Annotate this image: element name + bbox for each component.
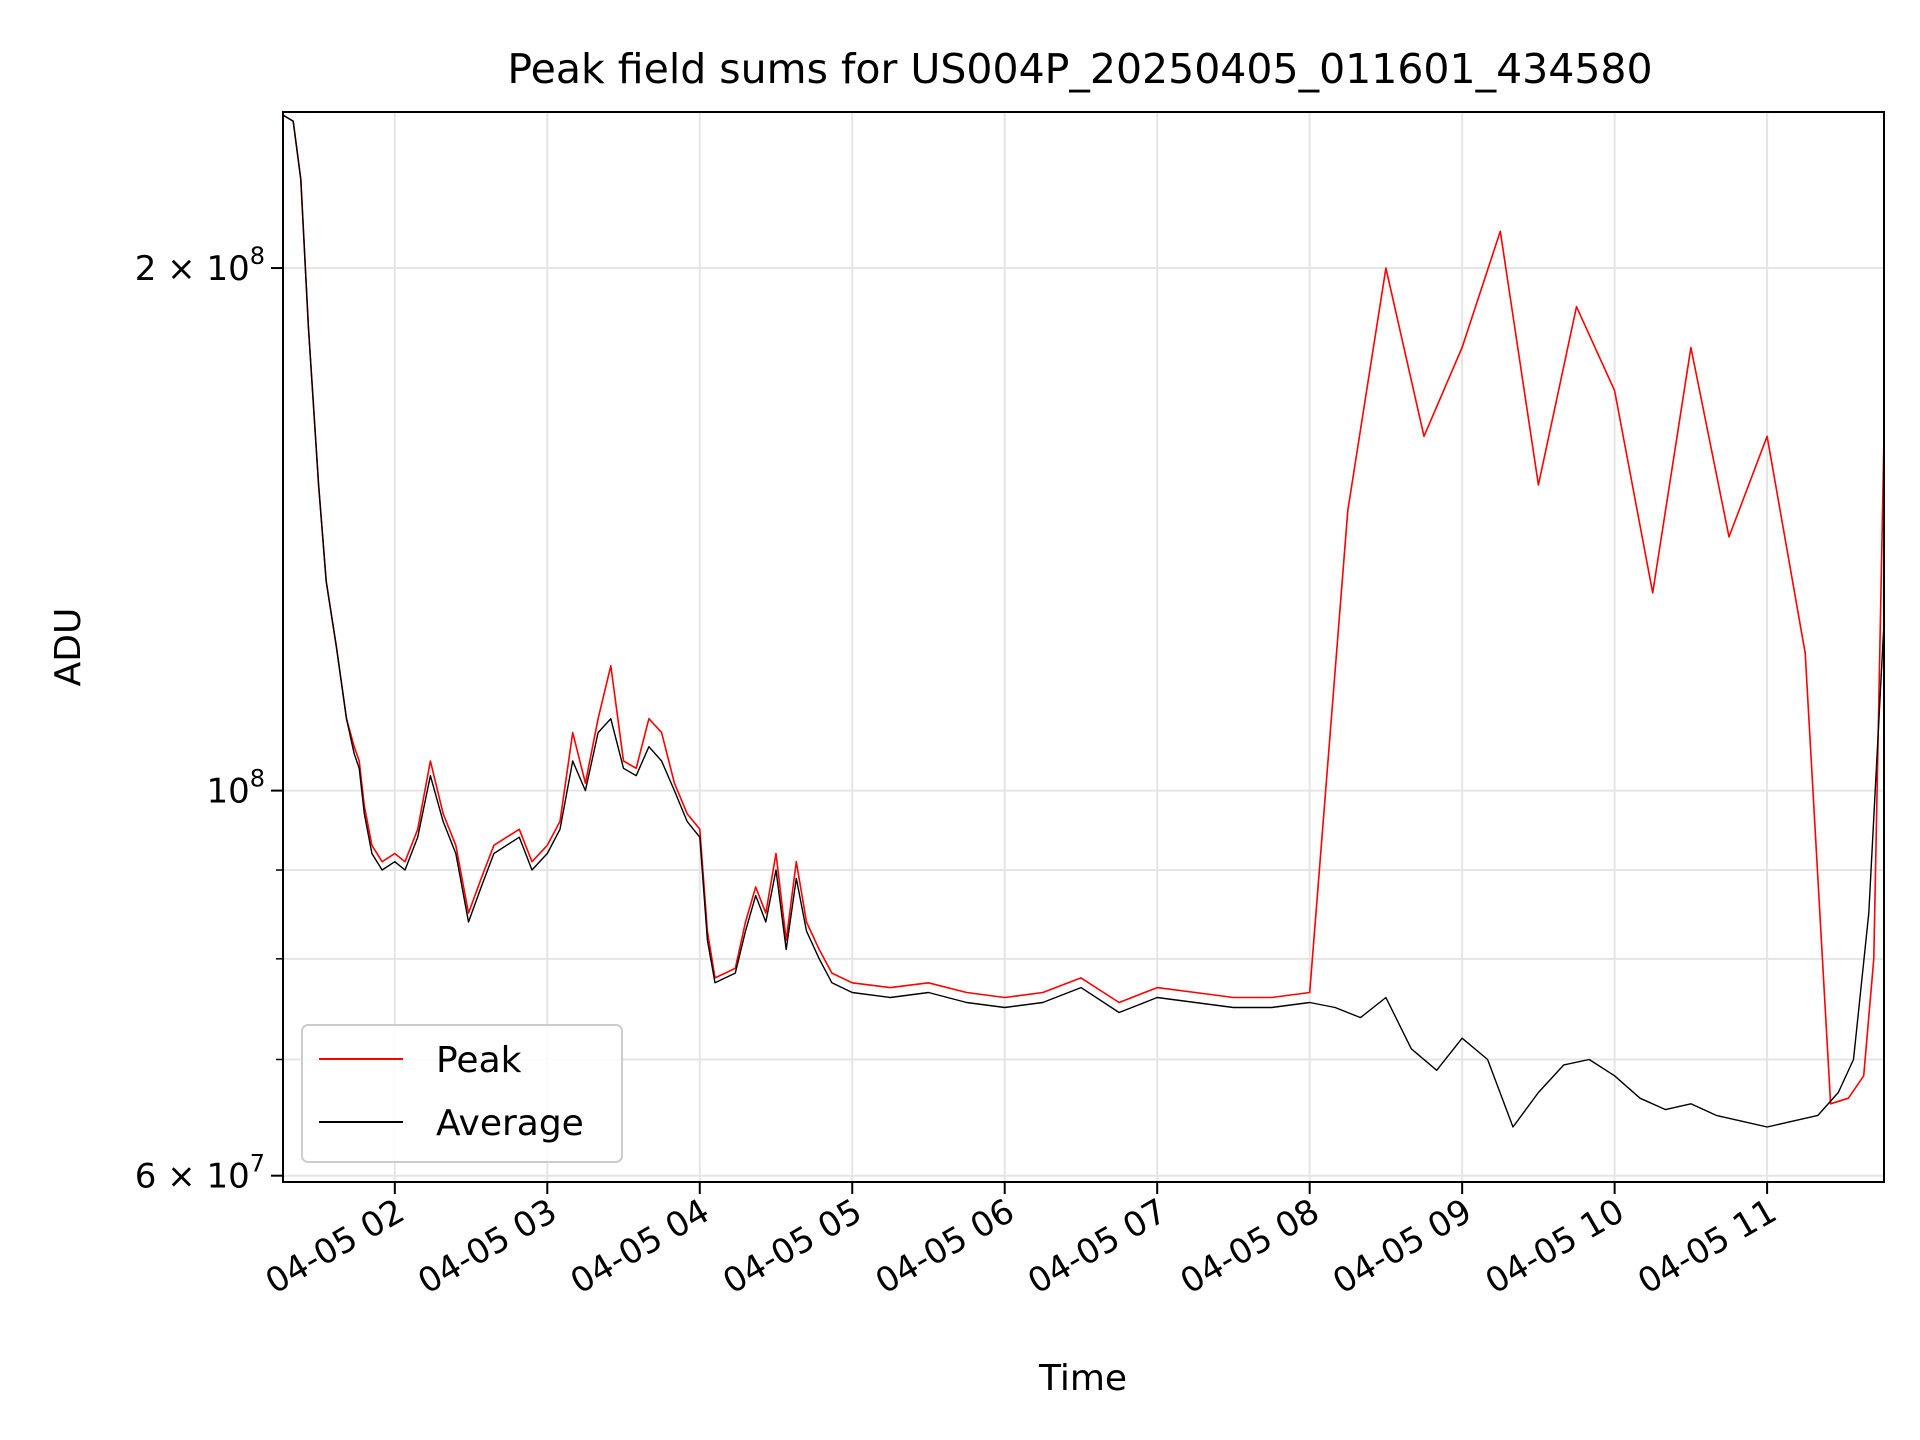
plot-area	[283, 114, 1884, 1128]
legend: Peak Average	[301, 1024, 623, 1163]
series-line-average	[283, 114, 1884, 1128]
chart-title: Peak field sums for US004P_20250405_0116…	[507, 45, 1652, 93]
y-axis-label: ADU	[48, 608, 89, 687]
x-axis-label: Time	[1038, 1358, 1127, 1399]
y-tick-label: 6 × 107	[135, 1150, 265, 1197]
y-tick-label: 2 × 108	[135, 242, 265, 289]
legend-label-average: Average	[436, 1103, 584, 1144]
plot-frame	[282, 111, 1885, 1183]
grid-lines	[283, 112, 1884, 1182]
y-axis: 6 × 107 108 2 × 108	[135, 242, 283, 1197]
series-line-peak	[283, 114, 1884, 1105]
legend-label-peak: Peak	[436, 1040, 522, 1081]
y-tick-label: 108	[206, 765, 265, 812]
